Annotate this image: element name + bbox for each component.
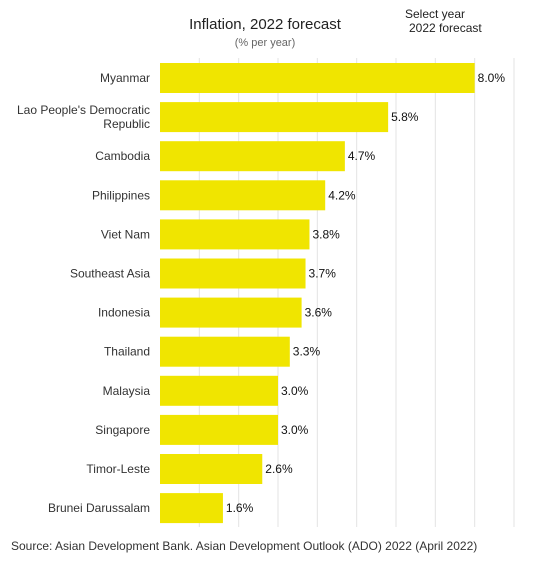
category-label: Singapore: [95, 423, 150, 437]
category-label-line: Philippines: [92, 188, 150, 202]
value-label: 1.6%: [226, 501, 254, 515]
source-note: Source: Asian Development Bank. Asian De…: [11, 539, 478, 553]
category-label-line: Southeast Asia: [70, 267, 150, 281]
value-label: 3.8%: [312, 227, 340, 241]
gridlines: [198, 58, 515, 527]
value-label: 4.2%: [328, 188, 356, 202]
bar[interactable]: [160, 180, 326, 211]
category-label-line: Brunei Darussalam: [48, 501, 150, 515]
value-label: 3.3%: [293, 345, 321, 359]
value-label: 2.6%: [265, 462, 293, 476]
bar-chart: 8.0% Myanmar 5.8% Lao People's Democratic Re…: [17, 58, 515, 527]
category-label-line: Malaysia: [103, 384, 151, 398]
value-label: 3.0%: [281, 384, 309, 398]
bar[interactable]: [160, 414, 278, 445]
category-label-line: Singapore: [95, 423, 150, 437]
bar[interactable]: [160, 493, 223, 524]
value-label: 8.0%: [478, 71, 506, 85]
category-label: Philippines: [92, 188, 150, 202]
bar[interactable]: [160, 63, 475, 93]
category-label: Viet Nam: [101, 227, 150, 241]
bar[interactable]: [160, 375, 278, 406]
bar[interactable]: [160, 454, 263, 484]
year-selector-label: Select year: [405, 7, 466, 21]
category-label-line: Republic: [103, 117, 150, 131]
value-label: 3.6%: [305, 306, 333, 320]
category-label: Malaysia: [103, 384, 151, 398]
bars: [160, 63, 475, 524]
value-label: 3.7%: [309, 267, 337, 281]
year-selector[interactable]: 2022 forecast: [409, 21, 482, 35]
category-label: Southeast Asia: [70, 267, 150, 281]
category-label-line: Lao People's Democratic: [17, 103, 150, 117]
value-label: 5.8%: [391, 110, 419, 124]
category-label-line: Cambodia: [95, 149, 150, 163]
category-label-line: Viet Nam: [101, 227, 150, 241]
category-label: Thailand: [104, 345, 150, 359]
labels: 8.0% Myanmar 5.8% Lao People's Democratic Re…: [17, 71, 505, 515]
chart-title: Inflation, 2022 forecast: [189, 16, 341, 33]
bar[interactable]: [160, 336, 290, 367]
category-label: Lao People's Democratic Republic: [17, 103, 150, 131]
value-label: 3.0%: [281, 423, 309, 437]
chart-subtitle: (% per year): [234, 37, 296, 49]
category-label-line: Timor-Leste: [86, 462, 150, 476]
category-label-line: Thailand: [104, 345, 150, 359]
category-label-line: Indonesia: [98, 306, 150, 320]
category-label: Brunei Darussalam: [48, 501, 150, 515]
category-label-line: Myanmar: [100, 71, 150, 85]
bar[interactable]: [160, 141, 345, 172]
bar[interactable]: [160, 297, 302, 328]
bar[interactable]: [160, 102, 389, 133]
category-label: Timor-Leste: [86, 462, 150, 476]
value-label: 4.7%: [348, 149, 376, 163]
category-label: Myanmar: [100, 71, 150, 85]
category-label: Cambodia: [95, 149, 150, 163]
bar[interactable]: [160, 258, 306, 289]
bar[interactable]: [160, 219, 310, 250]
category-label: Indonesia: [98, 306, 150, 320]
